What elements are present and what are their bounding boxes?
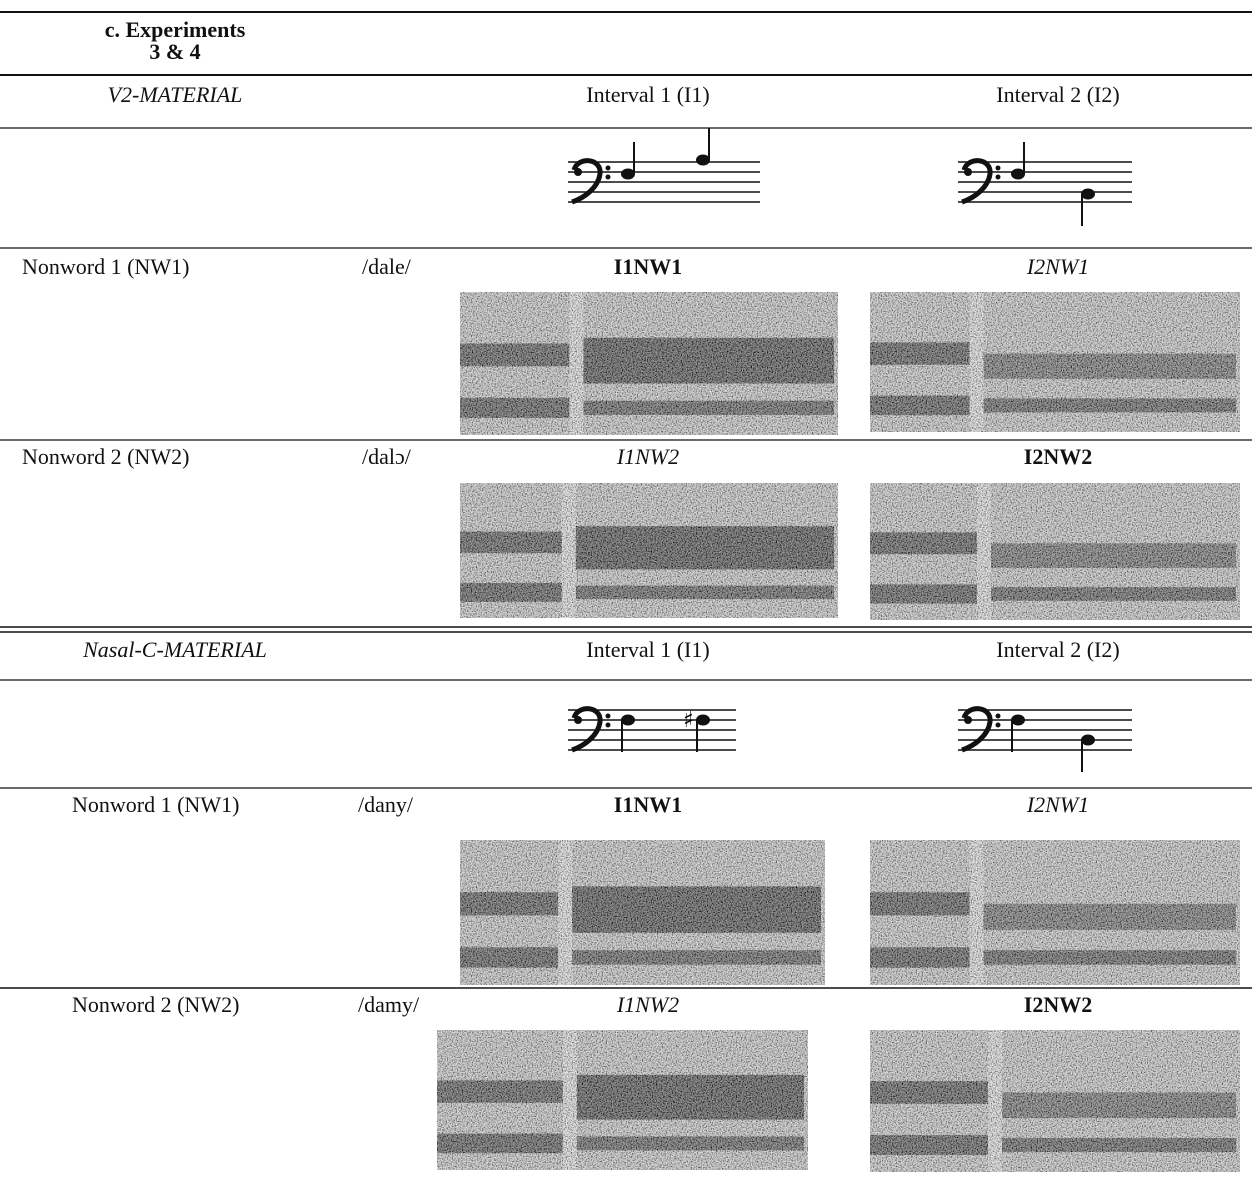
- condition-label: I1NW1: [614, 793, 682, 817]
- nonword-ipa: /dale/: [362, 255, 411, 279]
- nonword-ipa: /damy/: [358, 993, 419, 1017]
- section-label: V2-MATERIAL: [108, 83, 243, 107]
- spectrogram: [460, 292, 838, 435]
- interval-header: Interval 2 (I2): [996, 638, 1119, 662]
- condition-label: I2NW2: [1024, 993, 1092, 1017]
- figure-page: ♯ c. Experiments3 & 4V2-MATERIALInterval…: [0, 0, 1252, 1185]
- clef-dot: [996, 723, 1001, 728]
- spectrogram-noise: [460, 292, 838, 435]
- spectrogram-noise: [437, 1030, 808, 1170]
- condition-label: I1NW2: [617, 993, 679, 1017]
- nonword-name: Nonword 1 (NW1): [22, 255, 189, 279]
- note-head: [621, 715, 635, 726]
- nonword-name: Nonword 2 (NW2): [72, 993, 239, 1017]
- clef-dot: [606, 723, 611, 728]
- spectrogram: [460, 483, 838, 618]
- spectrogram-noise: [870, 292, 1240, 432]
- note-head: [696, 155, 710, 166]
- condition-label: I1NW2: [617, 445, 679, 469]
- interval-header: Interval 1 (I1): [586, 638, 709, 662]
- condition-label: I2NW1: [1027, 793, 1089, 817]
- note-head: [1011, 169, 1025, 180]
- sharp-sign: ♯: [683, 708, 694, 733]
- interval-header: Interval 1 (I1): [586, 83, 709, 107]
- spectrogram-noise: [870, 840, 1240, 985]
- clef-dot: [964, 716, 972, 724]
- note-head: [1011, 715, 1025, 726]
- section-label: Nasal-C-MATERIAL: [83, 638, 267, 662]
- staff-notation: [958, 142, 1132, 226]
- spectrogram: [870, 292, 1240, 432]
- spectrogram: [437, 1030, 808, 1170]
- note-head: [621, 169, 635, 180]
- spectrogram-noise: [870, 1030, 1240, 1172]
- staff-notation: [568, 128, 760, 202]
- note-head: [1081, 189, 1095, 200]
- clef-dot: [606, 714, 611, 719]
- spectrogram-noise: [460, 840, 825, 985]
- note-head: [696, 715, 710, 726]
- spectrogram: [870, 1030, 1240, 1172]
- clef-dot: [574, 168, 582, 176]
- clef-dot: [964, 168, 972, 176]
- spectrogram: [460, 840, 825, 985]
- staff-notation: [958, 709, 1132, 772]
- spectrogram-noise: [870, 483, 1240, 620]
- clef-dot: [606, 166, 611, 171]
- interval-header: Interval 2 (I2): [996, 83, 1119, 107]
- spectrogram: [870, 840, 1240, 985]
- clef-dot: [574, 716, 582, 724]
- clef-dot: [606, 175, 611, 180]
- condition-label: I2NW2: [1024, 445, 1092, 469]
- staff-notation: ♯: [568, 708, 736, 752]
- condition-label: I1NW1: [614, 255, 682, 279]
- nonword-name: Nonword 2 (NW2): [22, 445, 189, 469]
- spectrogram: [870, 483, 1240, 620]
- condition-label: I2NW1: [1027, 255, 1089, 279]
- note-head: [1081, 735, 1095, 746]
- nonword-name: Nonword 1 (NW1): [72, 793, 239, 817]
- nonword-ipa: /dalɔ/: [362, 445, 411, 469]
- nonword-ipa: /dany/: [358, 793, 413, 817]
- spectrogram-noise: [460, 483, 838, 618]
- clef-dot: [996, 166, 1001, 171]
- clef-dot: [996, 714, 1001, 719]
- clef-dot: [996, 175, 1001, 180]
- header-title: 3 & 4: [149, 40, 200, 64]
